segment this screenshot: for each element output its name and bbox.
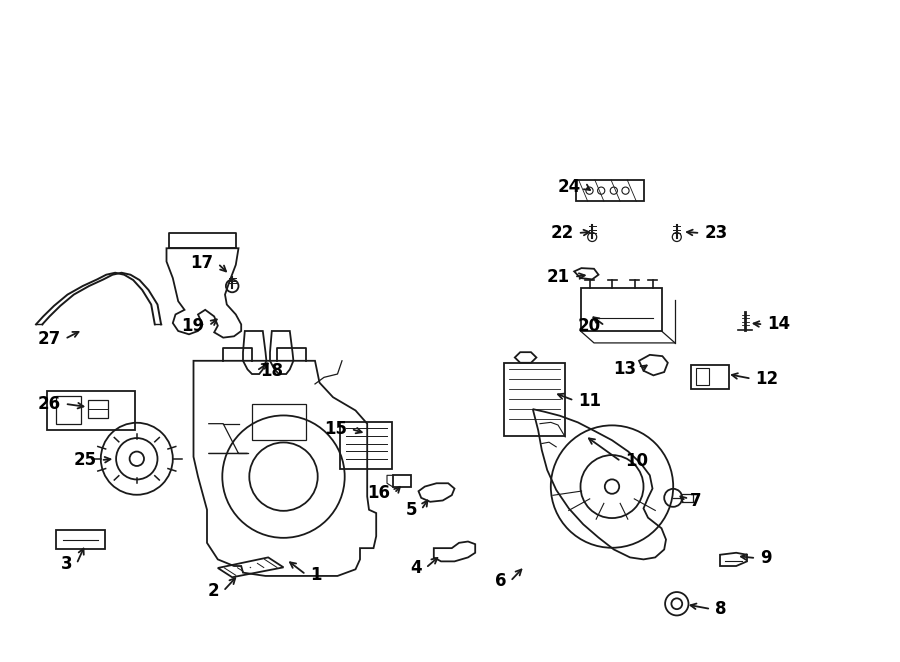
Text: 26: 26 [38,395,61,413]
Text: 6: 6 [495,572,507,591]
Text: 8: 8 [715,600,726,618]
Text: 5: 5 [406,500,418,519]
Bar [504,363,565,436]
Text: 12: 12 [755,369,778,388]
Bar [691,365,729,389]
Text: 13: 13 [614,360,637,379]
Text: 20: 20 [578,316,601,335]
Text: 10: 10 [625,452,648,471]
Text: 2: 2 [208,582,220,600]
Text: 4: 4 [410,559,422,577]
Text: 24: 24 [558,177,581,196]
Bar [576,180,644,201]
Text: 19: 19 [182,316,205,335]
Text: 18: 18 [260,361,284,380]
Text: 16: 16 [367,484,391,502]
Bar [580,288,662,331]
Bar [393,475,411,487]
Text: 3: 3 [61,555,73,573]
Bar [88,400,108,418]
Bar [696,368,709,385]
Text: 17: 17 [191,254,214,273]
Text: 7: 7 [689,492,701,510]
Bar [340,422,392,469]
Bar [56,396,81,424]
Text: 9: 9 [760,549,771,567]
Text: 1: 1 [310,565,321,584]
Text: 11: 11 [578,391,601,410]
Bar [47,391,135,430]
Text: 27: 27 [38,330,61,348]
Text: 14: 14 [767,315,790,334]
Text: 15: 15 [324,420,347,438]
Text: 23: 23 [704,224,727,242]
Text: 22: 22 [551,224,574,242]
Bar [56,530,105,549]
Text: 21: 21 [547,267,571,286]
Text: 25: 25 [74,451,97,469]
